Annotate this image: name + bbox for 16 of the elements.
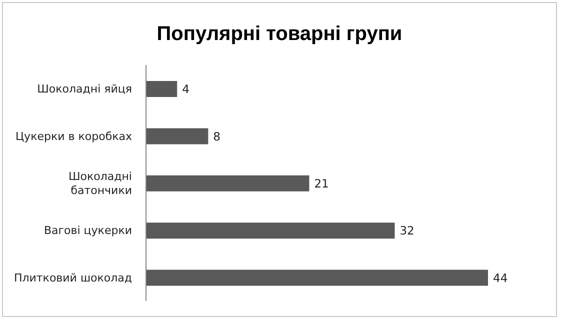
bar bbox=[146, 270, 488, 286]
data-label: 21 bbox=[314, 176, 329, 190]
data-label: 44 bbox=[493, 270, 508, 285]
data-label: 8 bbox=[213, 129, 221, 144]
y-tick-label: Шоколадні яйця bbox=[37, 82, 132, 96]
bar bbox=[146, 128, 208, 144]
data-label: 32 bbox=[400, 224, 414, 238]
chart-title: Популярні товарні групи bbox=[156, 23, 404, 46]
y-tick-label: Вагові цукерки bbox=[44, 224, 132, 237]
y-tick-label: Шоколадні батончики bbox=[68, 170, 132, 196]
bar bbox=[146, 175, 310, 192]
data-label: 4 bbox=[182, 82, 190, 96]
y-tick-label: Цукерки в коробках bbox=[16, 129, 132, 142]
y-tick-label: Плитковий шоколад bbox=[14, 270, 132, 284]
bar bbox=[146, 222, 395, 239]
bar bbox=[146, 81, 178, 97]
